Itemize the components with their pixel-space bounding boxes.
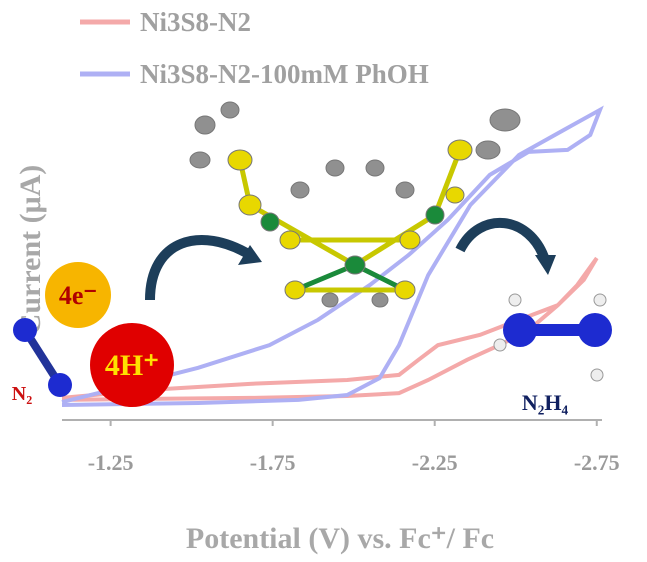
x-tick-label: -2.75 bbox=[574, 450, 620, 475]
y-axis-label: Current (μA) bbox=[14, 165, 47, 336]
arrow-head bbox=[535, 255, 556, 275]
annotation: 4e⁻ bbox=[59, 281, 97, 310]
molecule bbox=[189, 101, 521, 308]
electron-badge bbox=[45, 262, 111, 328]
legend: Ni3S8-N2 Ni3S8-N2-100mM PhOH bbox=[80, 7, 429, 89]
legend-label: Ni3S8-N2 bbox=[140, 7, 251, 37]
arrow-head bbox=[238, 245, 262, 265]
annotation: N₂H₄ bbox=[522, 390, 569, 415]
arrow bbox=[145, 235, 253, 301]
x-tick-label: -2.25 bbox=[412, 450, 458, 475]
x-tick-label: -1.25 bbox=[88, 450, 134, 475]
x-tick-label: -1.75 bbox=[250, 450, 296, 475]
plot-area bbox=[61, 105, 604, 407]
legend-label: Ni3S8-N2-100mM PhOH bbox=[140, 59, 429, 89]
annotation: 4H⁺ bbox=[105, 349, 159, 382]
series-line bbox=[61, 105, 604, 407]
n2-molecule bbox=[13, 318, 72, 397]
x-axis-label: Potential (V) vs. Fc⁺/ Fc bbox=[186, 522, 494, 555]
n2h4-molecule bbox=[493, 293, 612, 382]
proton-badge bbox=[90, 323, 174, 407]
arrow bbox=[455, 218, 550, 262]
annotation: N₂ bbox=[12, 383, 32, 405]
